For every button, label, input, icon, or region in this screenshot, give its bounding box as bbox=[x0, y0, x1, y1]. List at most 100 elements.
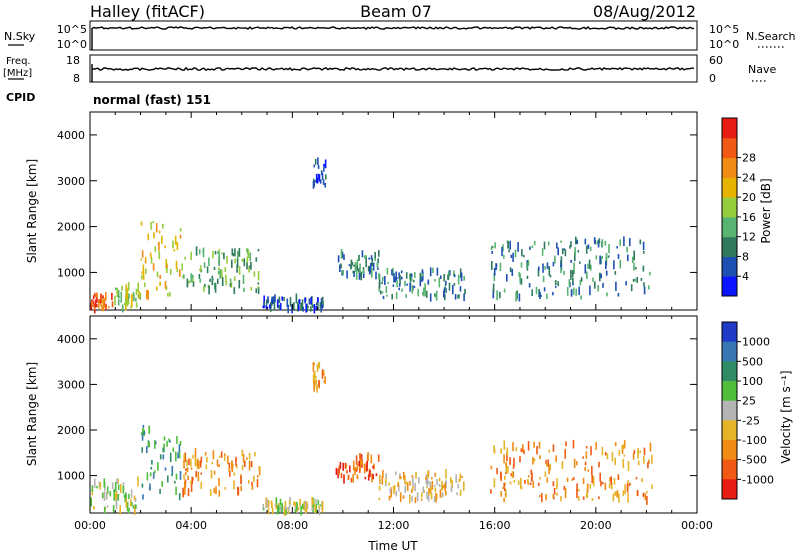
echo-cell bbox=[120, 299, 122, 303]
echo-cell bbox=[299, 502, 301, 506]
echo-cell bbox=[321, 170, 323, 175]
colorbar-tick-label: 20 bbox=[742, 191, 756, 204]
echo-cell bbox=[142, 428, 144, 434]
echo-cell bbox=[276, 504, 279, 515]
echo-cell bbox=[275, 497, 278, 505]
echo-cell bbox=[621, 446, 624, 454]
echo-cell bbox=[445, 468, 447, 479]
echo-cell bbox=[231, 259, 233, 268]
echo-cell bbox=[271, 301, 273, 304]
colorbar-tick-label: 16 bbox=[742, 211, 756, 224]
echo-cell bbox=[404, 475, 406, 484]
echo-cell bbox=[457, 274, 460, 285]
echo-cell bbox=[203, 285, 205, 292]
echo-cell bbox=[141, 271, 143, 274]
echo-cell bbox=[538, 288, 540, 298]
echo-cell bbox=[152, 263, 155, 271]
echo-cell bbox=[187, 488, 190, 497]
freq-strip-frame bbox=[89, 54, 698, 83]
echo-cell bbox=[457, 295, 459, 299]
echo-cell bbox=[584, 264, 587, 274]
echo-cell bbox=[576, 239, 578, 245]
echo-cell bbox=[277, 503, 280, 507]
echo-cell bbox=[503, 440, 506, 451]
echo-cell bbox=[313, 180, 315, 187]
echo-cell bbox=[626, 483, 629, 493]
echo-cell bbox=[537, 482, 540, 486]
echo-cell bbox=[607, 255, 610, 258]
echo-cell bbox=[123, 494, 126, 498]
echo-cell bbox=[197, 474, 199, 478]
echo-cell bbox=[318, 379, 320, 387]
echo-cell bbox=[505, 472, 507, 475]
echo-cell bbox=[241, 258, 244, 262]
echo-cell bbox=[570, 291, 573, 297]
echo-cell bbox=[232, 463, 234, 467]
echo-cell bbox=[503, 482, 505, 488]
echo-cell bbox=[582, 496, 585, 500]
echo-region bbox=[490, 439, 653, 505]
echo-cell bbox=[338, 465, 340, 473]
echo-cell bbox=[632, 452, 635, 460]
echo-cell bbox=[377, 258, 379, 264]
echo-cell bbox=[490, 489, 492, 494]
echo-cell bbox=[544, 266, 546, 270]
echo-cell bbox=[362, 268, 365, 274]
echo-cell bbox=[570, 289, 573, 294]
echo-cell bbox=[315, 305, 318, 310]
velocity-ylabel: Slant Range [km] bbox=[25, 362, 39, 466]
echo-cell bbox=[187, 475, 189, 481]
echo-cell bbox=[512, 252, 514, 262]
echo-cell bbox=[115, 497, 118, 503]
echo-cell bbox=[500, 491, 502, 497]
colorbar-tick-label: 500 bbox=[742, 355, 763, 368]
echo-cell bbox=[571, 269, 574, 278]
echo-cell bbox=[492, 288, 495, 299]
echo-cell bbox=[176, 436, 178, 444]
echo-cell bbox=[537, 268, 540, 277]
echo-cell bbox=[602, 283, 604, 288]
echo-cell bbox=[591, 498, 594, 501]
echo-cell bbox=[449, 270, 451, 276]
echo-cell bbox=[587, 263, 589, 269]
echo-cell bbox=[570, 259, 572, 263]
echo-cell bbox=[524, 479, 526, 484]
echo-cell bbox=[614, 491, 616, 496]
echo-cell bbox=[178, 444, 181, 453]
echo-cell bbox=[405, 481, 408, 485]
echo-cell bbox=[117, 298, 120, 306]
echo-cell bbox=[303, 500, 306, 511]
echo-cell bbox=[598, 461, 600, 468]
echo-cell bbox=[200, 472, 202, 475]
echo-cell bbox=[501, 247, 503, 257]
echo-cell bbox=[429, 481, 432, 491]
echo-cell bbox=[560, 256, 563, 265]
echo-cell bbox=[411, 286, 414, 294]
echo-cell bbox=[140, 221, 143, 226]
echo-cell bbox=[218, 478, 220, 487]
echo-cell bbox=[573, 262, 575, 273]
echo-cell bbox=[307, 306, 309, 309]
echo-cell bbox=[103, 506, 106, 514]
echo-cell bbox=[584, 466, 586, 471]
echo-cell bbox=[399, 476, 402, 480]
echo-cell bbox=[436, 479, 438, 486]
echo-cell bbox=[146, 472, 149, 481]
echo-cell bbox=[422, 486, 425, 493]
echo-cell bbox=[191, 476, 193, 484]
echo-cell bbox=[363, 255, 366, 259]
echo-cell bbox=[429, 293, 432, 302]
colorbar-segment bbox=[722, 256, 737, 277]
echo-cell bbox=[398, 287, 400, 291]
echo-cell bbox=[459, 286, 462, 292]
echo-cell bbox=[143, 431, 146, 435]
echo-cell bbox=[576, 488, 578, 499]
cpid-label: CPID bbox=[6, 91, 35, 104]
nave-label: Nave bbox=[748, 63, 776, 76]
echo-cell bbox=[105, 491, 108, 500]
echo-cell bbox=[179, 269, 181, 277]
echo-cell bbox=[356, 463, 359, 471]
echo-cell bbox=[411, 278, 413, 281]
echo-cell bbox=[411, 475, 414, 478]
echo-cell bbox=[388, 482, 390, 486]
